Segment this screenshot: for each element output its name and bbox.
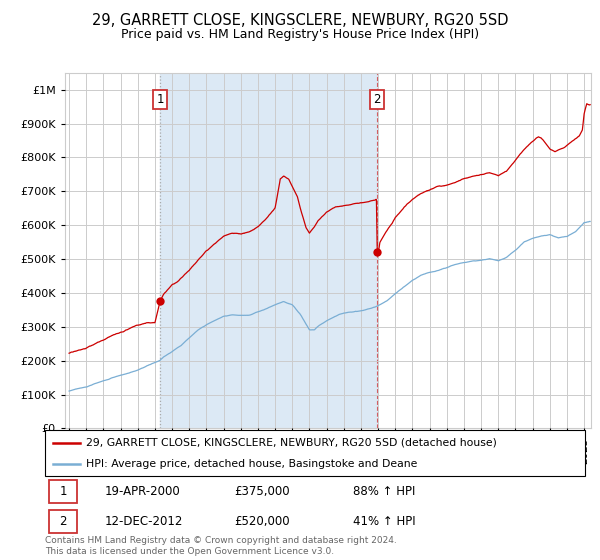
Text: 41% ↑ HPI: 41% ↑ HPI <box>353 515 415 528</box>
Text: 1: 1 <box>157 93 164 106</box>
Text: 2: 2 <box>374 93 381 106</box>
Text: 29, GARRETT CLOSE, KINGSCLERE, NEWBURY, RG20 5SD (detached house): 29, GARRETT CLOSE, KINGSCLERE, NEWBURY, … <box>86 438 496 448</box>
Text: 1: 1 <box>59 486 67 498</box>
Text: HPI: Average price, detached house, Basingstoke and Deane: HPI: Average price, detached house, Basi… <box>86 459 417 469</box>
Bar <box>49 510 77 533</box>
Text: Contains HM Land Registry data © Crown copyright and database right 2024.
This d: Contains HM Land Registry data © Crown c… <box>45 536 397 556</box>
Text: 19-APR-2000: 19-APR-2000 <box>104 486 180 498</box>
Text: 12-DEC-2012: 12-DEC-2012 <box>104 515 183 528</box>
Text: 88% ↑ HPI: 88% ↑ HPI <box>353 486 415 498</box>
Bar <box>160 73 377 428</box>
Text: £375,000: £375,000 <box>234 486 290 498</box>
Text: 2: 2 <box>59 515 67 528</box>
Text: 29, GARRETT CLOSE, KINGSCLERE, NEWBURY, RG20 5SD: 29, GARRETT CLOSE, KINGSCLERE, NEWBURY, … <box>92 13 508 28</box>
Text: Price paid vs. HM Land Registry's House Price Index (HPI): Price paid vs. HM Land Registry's House … <box>121 28 479 41</box>
Bar <box>49 480 77 503</box>
Text: £520,000: £520,000 <box>234 515 290 528</box>
